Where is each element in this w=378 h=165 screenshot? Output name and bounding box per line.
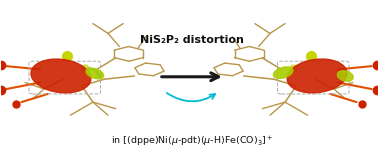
- Ellipse shape: [86, 68, 104, 79]
- Ellipse shape: [337, 71, 353, 81]
- Ellipse shape: [273, 67, 293, 78]
- Ellipse shape: [31, 59, 91, 93]
- Text: NiS₂P₂ distortion: NiS₂P₂ distortion: [140, 35, 244, 45]
- Ellipse shape: [287, 59, 347, 93]
- Text: in [(dppe)Ni($\mu$-pdt)($\mu$-H)Fe(CO)$_3$]$^+$: in [(dppe)Ni($\mu$-pdt)($\mu$-H)Fe(CO)$_…: [111, 134, 273, 148]
